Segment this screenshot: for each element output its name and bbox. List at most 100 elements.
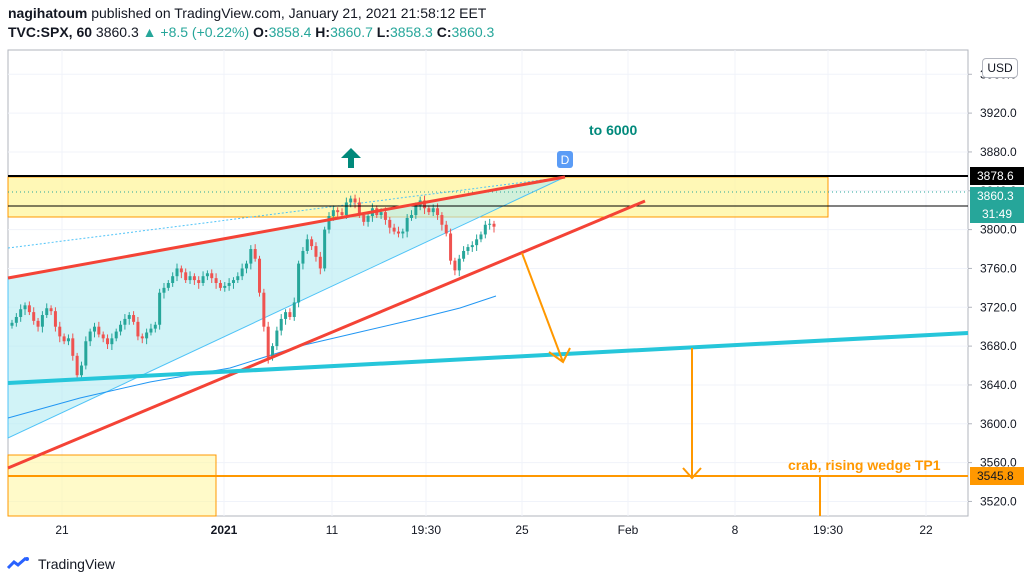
candle-body[interactable] — [327, 216, 331, 230]
candle-body[interactable] — [49, 308, 53, 312]
candle-body[interactable] — [23, 305, 27, 310]
candle-body[interactable] — [362, 215, 366, 222]
candle-body[interactable] — [192, 276, 196, 281]
candle-body[interactable] — [188, 276, 192, 281]
candle-body[interactable] — [470, 245, 474, 248]
candle-body[interactable] — [101, 334, 105, 339]
candle-body[interactable] — [301, 250, 305, 264]
footer-brand[interactable]: TradingView — [6, 556, 115, 572]
demand-zone[interactable] — [7, 454, 217, 517]
candle-body[interactable] — [236, 276, 240, 281]
candle-body[interactable] — [414, 205, 418, 216]
candle-body[interactable] — [119, 324, 123, 332]
candle-body[interactable] — [88, 331, 92, 342]
candle-body[interactable] — [71, 338, 75, 356]
candle-body[interactable] — [436, 208, 440, 216]
candle-body[interactable] — [162, 287, 166, 293]
candle-body[interactable] — [231, 280, 235, 283]
candle-body[interactable] — [132, 315, 136, 322]
candle-body[interactable] — [357, 202, 361, 216]
candle-body[interactable] — [244, 263, 248, 269]
candle-body[interactable] — [444, 224, 448, 234]
candle-body[interactable] — [45, 308, 49, 316]
candle-body[interactable] — [401, 231, 405, 234]
wedge-upper-line[interactable] — [7, 175, 566, 280]
candle-body[interactable] — [14, 316, 18, 323]
candle-body[interactable] — [392, 227, 396, 232]
candle-body[interactable] — [166, 283, 170, 288]
candle-body[interactable] — [201, 276, 205, 283]
candle-body[interactable] — [19, 309, 23, 317]
candle-body[interactable] — [336, 210, 340, 213]
author-name[interactable]: nagihatoum — [8, 5, 88, 21]
tp1-label[interactable]: crab, rising wedge TP1 — [788, 457, 941, 473]
candle-body[interactable] — [66, 338, 70, 342]
candle-body[interactable] — [106, 338, 110, 345]
candle-body[interactable] — [197, 280, 201, 283]
candle-body[interactable] — [279, 318, 283, 331]
candle-body[interactable] — [288, 312, 292, 317]
candle-body[interactable] — [127, 315, 131, 319]
support-trendline[interactable] — [7, 331, 969, 385]
candle-body[interactable] — [479, 234, 483, 240]
candle-body[interactable] — [271, 346, 275, 358]
candle-body[interactable] — [396, 231, 400, 234]
candle-body[interactable] — [349, 198, 353, 203]
candle-body[interactable] — [297, 263, 301, 303]
candle-body[interactable] — [10, 322, 14, 326]
candle-body[interactable] — [62, 336, 66, 342]
candle-body[interactable] — [253, 249, 257, 259]
candle-body[interactable] — [114, 331, 118, 339]
candle-body[interactable] — [344, 202, 348, 216]
candle-body[interactable] — [218, 283, 222, 288]
candle-body[interactable] — [205, 273, 209, 277]
candle-body[interactable] — [457, 258, 461, 271]
candle-body[interactable] — [149, 328, 153, 333]
candle-body[interactable] — [409, 215, 413, 218]
candle-body[interactable] — [249, 249, 253, 264]
candle-body[interactable] — [431, 208, 435, 213]
candle-body[interactable] — [266, 326, 270, 358]
candle-body[interactable] — [488, 223, 492, 225]
candle-body[interactable] — [475, 239, 479, 246]
candle-body[interactable] — [175, 268, 179, 277]
candle-body[interactable] — [310, 239, 314, 247]
candle-body[interactable] — [210, 273, 214, 279]
candle-body[interactable] — [462, 250, 466, 259]
candle-body[interactable] — [110, 338, 114, 345]
candle-body[interactable] — [275, 330, 279, 347]
candle-body[interactable] — [79, 365, 83, 376]
candle-body[interactable] — [75, 355, 79, 376]
candle-body[interactable] — [262, 292, 266, 327]
candle-body[interactable] — [331, 210, 335, 217]
candle-body[interactable] — [158, 292, 162, 325]
candle-body[interactable] — [53, 311, 57, 327]
candle-body[interactable] — [214, 278, 218, 283]
candle-body[interactable] — [379, 212, 383, 216]
candle-body[interactable] — [284, 312, 288, 319]
candle-body[interactable] — [223, 285, 227, 288]
candle-body[interactable] — [427, 208, 431, 213]
target-arrow-1[interactable] — [521, 252, 564, 363]
candle-body[interactable] — [483, 224, 487, 235]
candle-body[interactable] — [340, 212, 344, 216]
price-axis[interactable]: 3520.0 3560.0 3600.0 3640.0 3680.0 3720.0 3760… — [968, 67, 1017, 508]
candle-body[interactable] — [40, 315, 44, 327]
candle-body[interactable] — [305, 239, 309, 251]
currency-button[interactable]: USD — [982, 58, 1018, 78]
candle-body[interactable] — [32, 312, 36, 321]
candle-body[interactable] — [93, 326, 97, 332]
candle-body[interactable] — [123, 318, 127, 325]
wedge-lower-line[interactable] — [7, 199, 646, 470]
candle-body[interactable] — [453, 260, 457, 271]
candle-body[interactable] — [318, 256, 322, 269]
candle-body[interactable] — [179, 268, 183, 273]
candle-body[interactable] — [383, 212, 387, 220]
dotted-trendline[interactable] — [7, 176, 566, 249]
candle-body[interactable] — [466, 247, 470, 251]
candle-body[interactable] — [153, 324, 157, 329]
candle-body[interactable] — [405, 217, 409, 232]
candle-body[interactable] — [240, 268, 244, 277]
candlestick-series[interactable] — [10, 194, 496, 382]
